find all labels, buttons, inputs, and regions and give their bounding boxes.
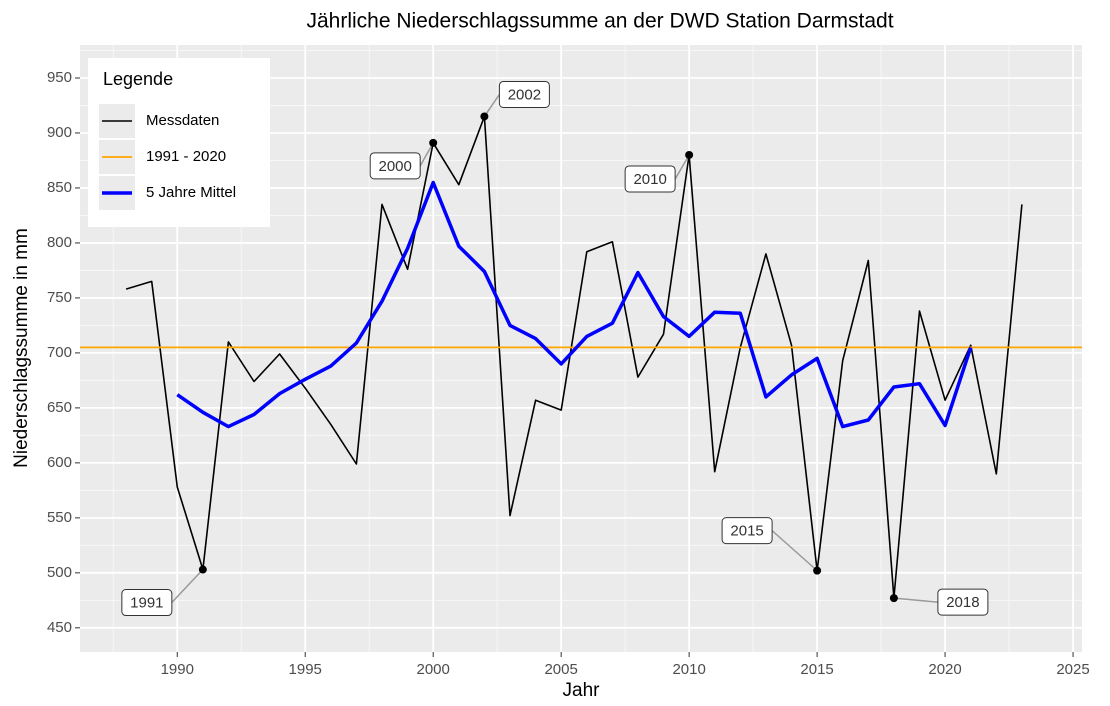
y-tick-label: 800 bbox=[47, 234, 72, 251]
x-tick-label: 2005 bbox=[544, 661, 577, 678]
annotation-connector bbox=[483, 94, 501, 117]
x-axis-label: Jahr bbox=[563, 680, 601, 701]
y-tick-label: 450 bbox=[47, 619, 72, 636]
y-tick-label: 550 bbox=[47, 509, 72, 526]
line-series bbox=[176, 180, 973, 429]
annotation-connector bbox=[893, 597, 938, 603]
legend-label: Messdaten bbox=[146, 112, 219, 129]
annotation-label: 2002 bbox=[508, 86, 541, 103]
highlight-point bbox=[813, 566, 822, 575]
y-tick-label: 900 bbox=[47, 124, 72, 141]
y-tick-label: 750 bbox=[47, 289, 72, 306]
annotation-label: 1991 bbox=[130, 594, 163, 611]
y-tick-label: 950 bbox=[47, 69, 72, 86]
chart-title: Jährliche Niederschlagssumme an der DWD … bbox=[306, 10, 893, 33]
x-tick-label: 2000 bbox=[417, 661, 450, 678]
legend: Legende Messdaten 1991 - 2020 5 Jahre Mitt… bbox=[88, 58, 270, 227]
x-tick-label: 1995 bbox=[289, 661, 322, 678]
y-tick-label: 650 bbox=[47, 399, 72, 416]
annotation-box bbox=[937, 588, 989, 616]
annotation-label: 2010 bbox=[633, 171, 666, 188]
highlight-point bbox=[429, 138, 438, 147]
highlight-point bbox=[198, 565, 207, 574]
annotation-label: 2018 bbox=[946, 594, 979, 611]
annotation-box bbox=[121, 589, 173, 617]
annotation-box bbox=[369, 152, 421, 180]
x-tick-label: 2020 bbox=[928, 661, 961, 678]
legend-label: 5 Jahre Mittel bbox=[146, 184, 236, 201]
x-tick-label: 2025 bbox=[1056, 661, 1089, 678]
x-tick-label: 2015 bbox=[800, 661, 833, 678]
annotation-connector bbox=[771, 530, 818, 572]
annotation-label: 2015 bbox=[730, 523, 763, 540]
legend-title: Legende bbox=[103, 69, 173, 89]
y-tick-label: 850 bbox=[47, 179, 72, 196]
y-tick-label: 500 bbox=[47, 564, 72, 581]
annotation-label: 2000 bbox=[379, 158, 412, 175]
highlight-point bbox=[480, 112, 489, 121]
annotation-box bbox=[498, 80, 550, 108]
y-tick-label: 600 bbox=[47, 454, 72, 471]
highlight-point bbox=[889, 594, 898, 603]
y-tick-label: 700 bbox=[47, 344, 72, 361]
annotation-connector bbox=[171, 569, 204, 604]
annotation-connector bbox=[674, 154, 690, 180]
marks bbox=[80, 115, 1082, 599]
x-tick-label: 2010 bbox=[672, 661, 705, 678]
annotation-box bbox=[721, 517, 773, 545]
line-series bbox=[125, 115, 1023, 599]
highlight-point bbox=[685, 150, 694, 159]
annotation-box bbox=[624, 165, 676, 193]
x-tick-label: 1990 bbox=[161, 661, 194, 678]
y-axis-label: Niederschlagssumme in mm bbox=[11, 228, 32, 468]
legend-label: 1991 - 2020 bbox=[146, 148, 226, 165]
annotation-connector bbox=[419, 142, 434, 167]
